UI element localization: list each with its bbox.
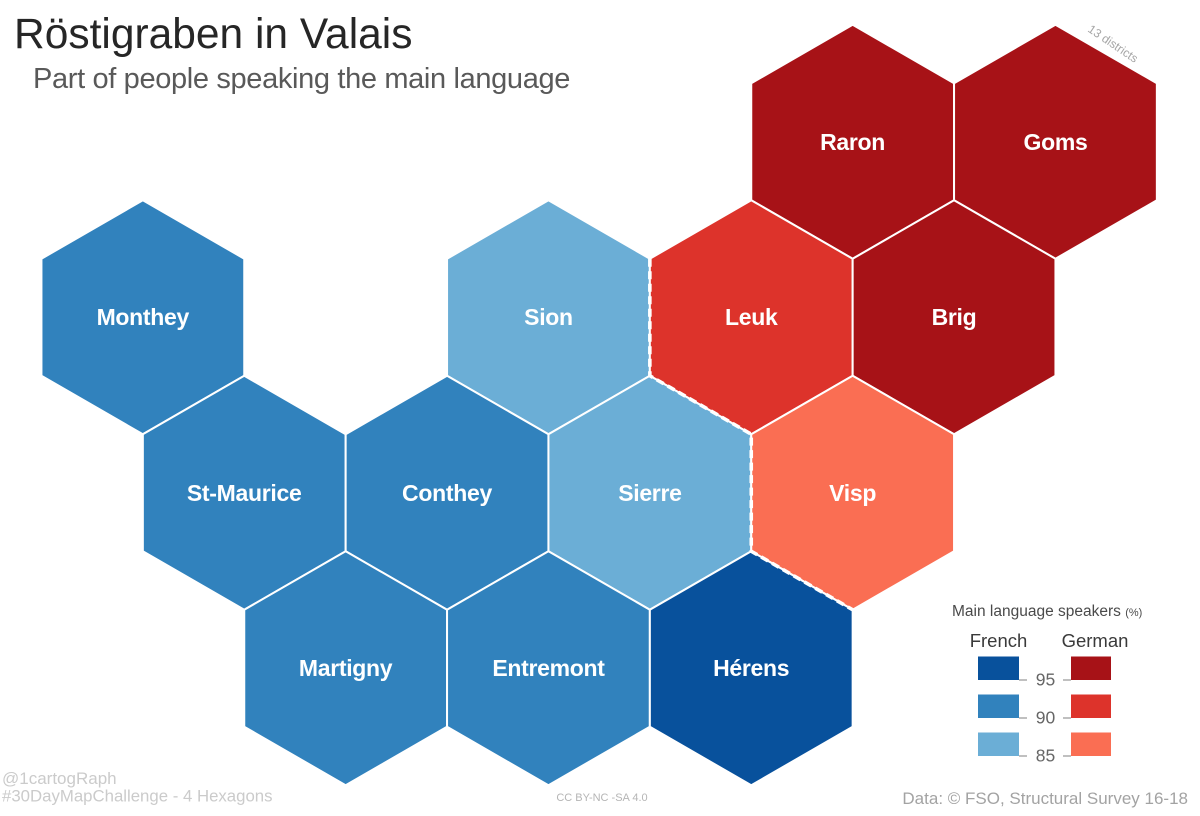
svg-text:Sion: Sion <box>524 304 573 330</box>
svg-text:@1cartogRaph: @1cartogRaph <box>2 769 117 788</box>
svg-text:Brig: Brig <box>932 304 977 330</box>
svg-text:Martigny: Martigny <box>299 655 393 681</box>
svg-text:95: 95 <box>1036 670 1055 690</box>
svg-text:85: 85 <box>1036 746 1055 766</box>
svg-text:Hérens: Hérens <box>713 655 789 681</box>
svg-text:Data: © FSO, Structural Survey: Data: © FSO, Structural Survey 16-18 <box>902 789 1188 808</box>
svg-text:Conthey: Conthey <box>402 480 492 506</box>
svg-text:Goms: Goms <box>1024 129 1088 155</box>
svg-text:90: 90 <box>1036 708 1056 728</box>
svg-text:Sierre: Sierre <box>618 480 681 506</box>
svg-text:Entremont: Entremont <box>492 655 605 681</box>
svg-text:Monthey: Monthey <box>97 304 190 330</box>
svg-text:Main language speakers (%): Main language speakers (%) <box>952 603 1142 620</box>
svg-text:Leuk: Leuk <box>725 304 778 330</box>
svg-text:CC BY-NC -SA 4.0: CC BY-NC -SA 4.0 <box>556 792 647 804</box>
svg-text:French: French <box>970 630 1028 651</box>
svg-text:German: German <box>1062 630 1129 651</box>
svg-text:Raron: Raron <box>820 129 885 155</box>
svg-text:St-Maurice: St-Maurice <box>187 480 302 506</box>
svg-text:Röstigraben in Valais: Röstigraben in Valais <box>14 11 412 58</box>
svg-text:Visp: Visp <box>829 480 876 506</box>
svg-text:Part of people speaking the ma: Part of people speaking the main languag… <box>33 63 570 95</box>
svg-text:#30DayMapChallenge - 4 Hexagon: #30DayMapChallenge - 4 Hexagons <box>2 787 273 806</box>
